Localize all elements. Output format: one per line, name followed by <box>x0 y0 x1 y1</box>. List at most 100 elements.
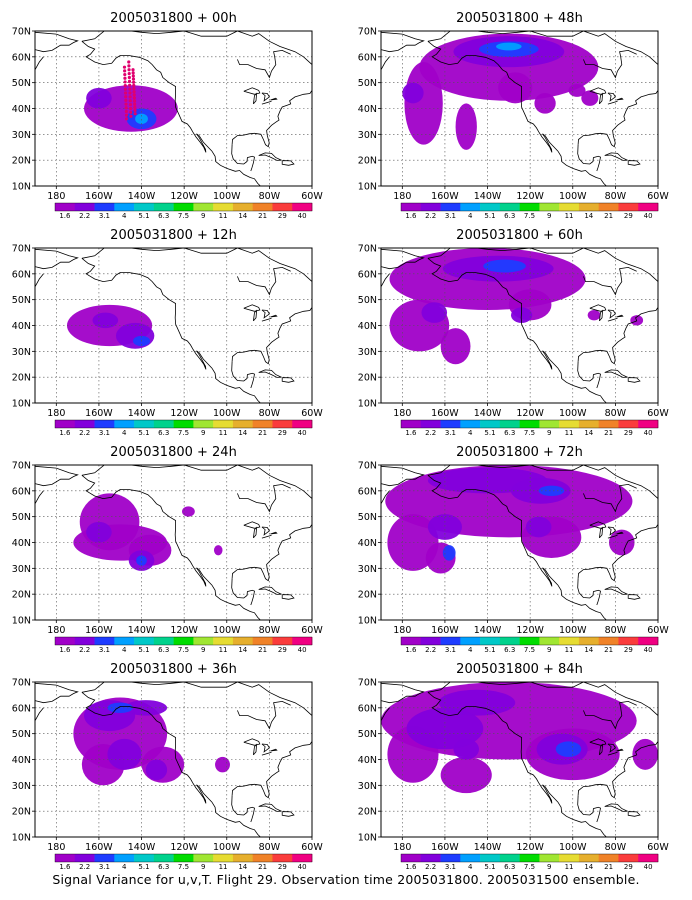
observation-point <box>132 93 136 97</box>
colorbar-label: 6.3 <box>158 863 169 871</box>
observation-point <box>127 79 132 83</box>
lat-tick-label: 60N <box>12 52 31 63</box>
lon-tick-label: 60W <box>301 408 323 419</box>
lat-tick-label: 20N <box>358 590 377 601</box>
map-panel: 2005031800 + 72h 70N 60N 50N 40N 30N 20N 10N 180… <box>358 445 670 654</box>
coastline <box>627 594 641 600</box>
variance-contour <box>581 90 599 106</box>
colorbar-swatch <box>74 637 95 645</box>
colorbar-label: 21 <box>604 212 613 220</box>
colorbar-swatch <box>460 420 481 428</box>
lon-tick-label: 100W <box>559 625 587 636</box>
lat-tick-label: 20N <box>12 807 31 818</box>
coastline <box>589 521 607 529</box>
colorbar-swatch <box>193 637 214 645</box>
colorbar-label: 2.2 <box>425 429 436 437</box>
colorbar-label: 5.1 <box>138 429 149 437</box>
colorbar-label: 5.1 <box>138 646 149 654</box>
variance-contour <box>404 62 443 145</box>
colorbar-label: 6.3 <box>158 429 169 437</box>
colorbar-label: 40 <box>644 646 653 654</box>
lat-tick-label: 50N <box>358 729 377 740</box>
lon-tick-label: 120W <box>170 191 198 202</box>
lat-tick-label: 10N <box>358 399 377 410</box>
coastline <box>427 691 607 837</box>
coastline <box>81 257 261 403</box>
variance-contour <box>86 87 112 109</box>
colorbar-label: 29 <box>278 646 287 654</box>
colorbar-label: 29 <box>624 429 633 437</box>
colorbar-label: 9 <box>547 646 551 654</box>
observation-point <box>123 76 127 80</box>
colorbar-swatch <box>598 203 619 211</box>
colorbar-label: 21 <box>604 429 613 437</box>
colorbar-label: 40 <box>644 863 653 871</box>
coastline <box>427 248 658 282</box>
coastline <box>237 49 291 79</box>
variance-contour <box>115 322 155 349</box>
colorbar-label: 2.2 <box>79 212 90 220</box>
colorbar-label: 11 <box>565 212 574 220</box>
colorbar-swatch <box>193 854 214 862</box>
lat-tick-label: 60N <box>358 486 377 497</box>
colorbar-swatch <box>420 203 441 211</box>
coastline <box>381 465 425 487</box>
lat-tick-label: 50N <box>358 78 377 89</box>
coastline <box>270 97 278 101</box>
colorbar-swatch <box>638 420 659 428</box>
colorbar-swatch <box>460 203 481 211</box>
lon-tick-label: 100W <box>559 408 587 419</box>
colorbar-swatch <box>401 854 422 862</box>
colorbar-label: 40 <box>298 863 307 871</box>
coastline <box>583 700 637 730</box>
colorbar-swatch <box>618 854 639 862</box>
colorbar-swatch <box>480 637 501 645</box>
lat-tick-label: 50N <box>12 729 31 740</box>
colorbar-label: 1.6 <box>405 863 417 871</box>
colorbar-label: 29 <box>278 429 287 437</box>
colorbar-swatch <box>134 854 155 862</box>
colorbar-label: 9 <box>201 863 205 871</box>
lat-tick-label: 60N <box>12 486 31 497</box>
map-panel: 2005031800 + 24h 70N 60N 50N 40N 30N 20N 10N 180… <box>12 445 324 654</box>
coastline <box>599 526 604 539</box>
colorbar-swatch <box>55 420 76 428</box>
lon-tick-label: 180 <box>47 625 65 636</box>
lon-tick-label: 80W <box>259 408 281 419</box>
colorbar-label: 14 <box>584 212 593 220</box>
coastline <box>253 526 258 539</box>
colorbar-label: 1.6 <box>405 212 417 220</box>
coastline <box>35 490 44 504</box>
colorbar-swatch <box>213 854 234 862</box>
lon-tick-label: 160W <box>85 191 113 202</box>
variance-contour <box>124 700 168 716</box>
lon-tick-label: 180 <box>393 408 411 419</box>
lat-tick-label: 20N <box>12 590 31 601</box>
lat-tick-label: 30N <box>12 781 31 792</box>
colorbar-swatch <box>153 420 174 428</box>
coastline <box>270 748 278 752</box>
colorbar-swatch <box>232 203 253 211</box>
colorbar-swatch <box>232 637 253 645</box>
observation-point <box>129 110 133 114</box>
observation-point <box>123 72 127 77</box>
lon-tick-label: 100W <box>213 625 241 636</box>
colorbar-label: 40 <box>298 212 307 220</box>
colorbar-label: 21 <box>258 212 267 220</box>
colorbar-swatch <box>401 420 422 428</box>
colorbar-swatch <box>252 637 273 645</box>
colorbar-label: 7.5 <box>178 429 189 437</box>
coastline <box>261 92 270 102</box>
colorbar-frame <box>400 419 659 429</box>
colorbar-label: 21 <box>258 646 267 654</box>
colorbar-swatch <box>232 854 253 862</box>
colorbar-swatch <box>559 420 580 428</box>
observation-point <box>127 75 131 80</box>
variance-contour <box>498 72 533 104</box>
coastline <box>583 266 637 296</box>
lon-tick-label: 140W <box>474 842 502 853</box>
lat-tick-label: 60N <box>358 52 377 63</box>
colorbar-swatch <box>559 854 580 862</box>
colorbar-frame <box>400 202 659 212</box>
colorbar-label: 2.2 <box>79 863 90 871</box>
